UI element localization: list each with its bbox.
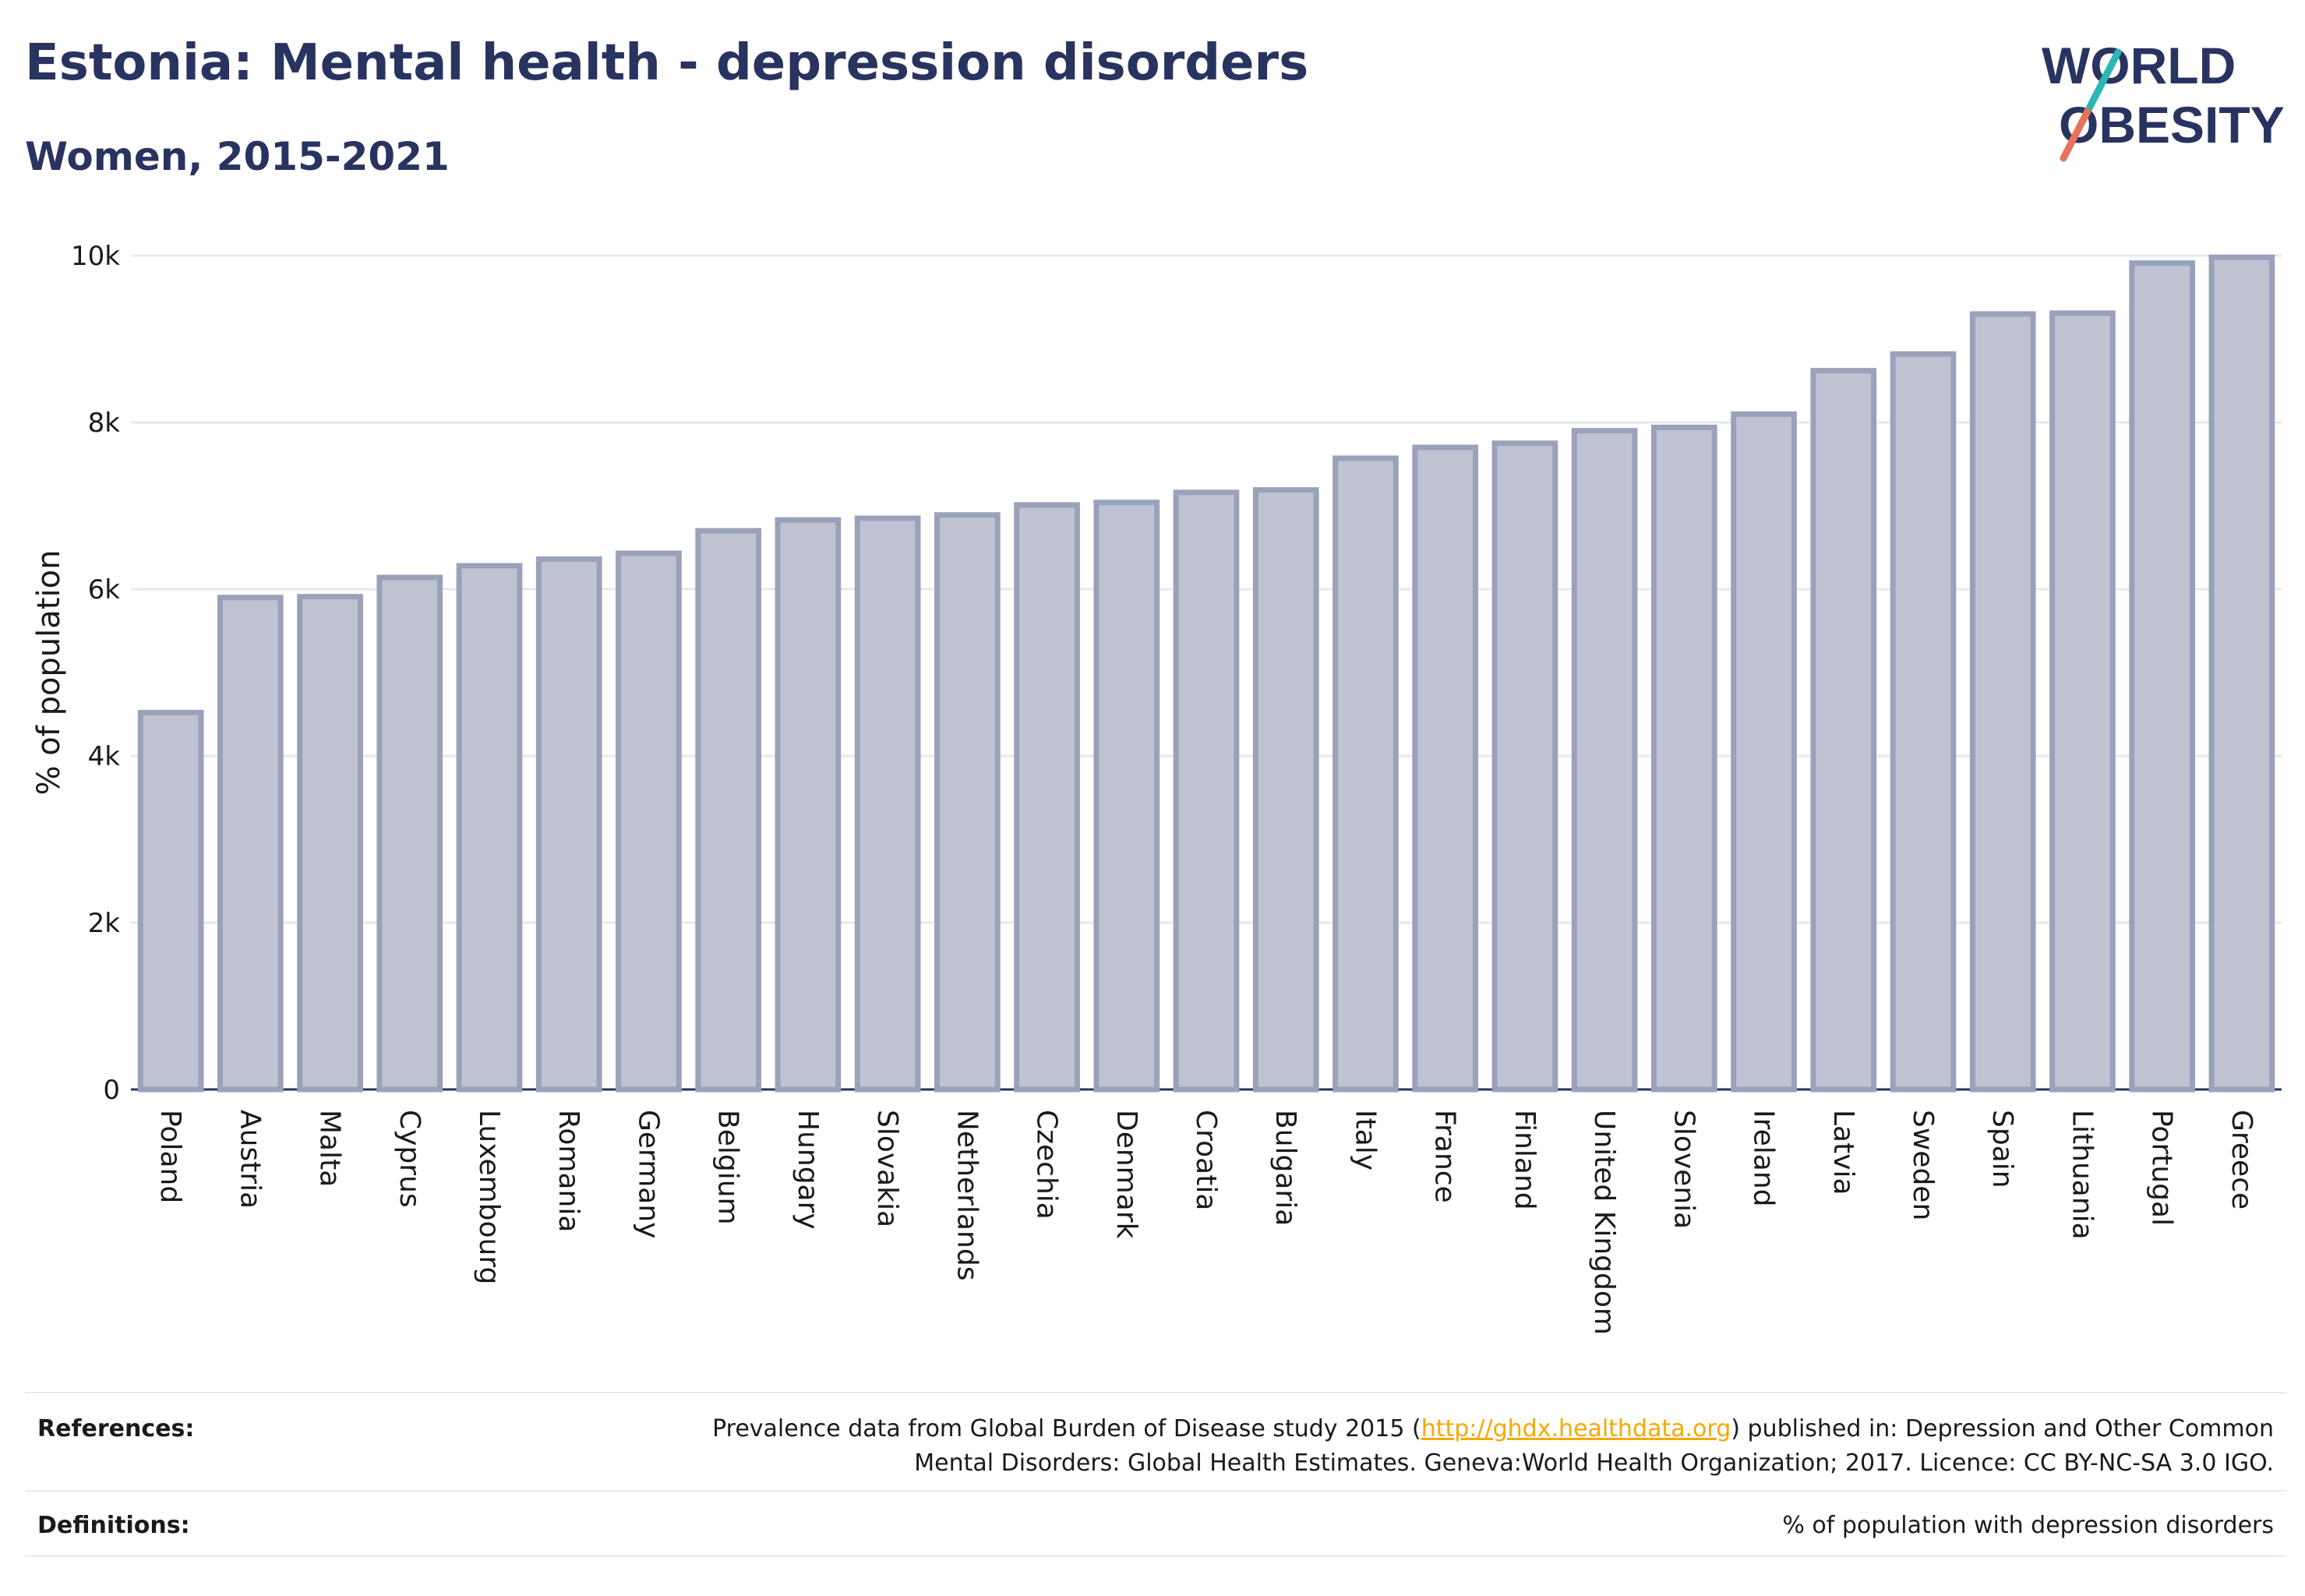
- x-tick-label: United Kingdom: [1588, 1110, 1620, 1335]
- x-tick-label: Ireland: [1748, 1110, 1780, 1207]
- x-tick-label: Denmark: [1110, 1110, 1142, 1239]
- y-tick-labels: 0 2k 4k 6k 8k 10k: [71, 241, 120, 1106]
- bar-chart: 0 2k 4k 6k 8k 10k Poland Austria Malta Cyprus Lux…: [31, 241, 2282, 1335]
- x-tick-labels: Poland Austria Malta Cyprus Luxembourg Romani…: [154, 1110, 2257, 1335]
- bar-austria[interactable]: [217, 595, 284, 1093]
- bar-denmark[interactable]: [1093, 500, 1160, 1093]
- bar-slovakia[interactable]: [854, 515, 921, 1093]
- bar-spain[interactable]: [1969, 311, 2036, 1093]
- bar-portugal[interactable]: [2129, 260, 2196, 1093]
- bar-united-kingdom[interactable]: [1571, 428, 1638, 1093]
- bar-hungary[interactable]: [775, 517, 842, 1093]
- logo-line1: WORLD: [2042, 37, 2236, 94]
- x-tick-label: Latvia: [1827, 1110, 1859, 1195]
- bar-cyprus[interactable]: [376, 574, 443, 1093]
- definitions-label: Definitions:: [37, 1512, 190, 1539]
- x-tick-label: Hungary: [792, 1110, 824, 1230]
- references-text: Prevalence data from Global Burden of Di…: [712, 1412, 2274, 1481]
- x-tick-label: Slovenia: [1668, 1110, 1700, 1229]
- bar-ireland[interactable]: [1731, 411, 1797, 1093]
- x-tick-label: Bulgaria: [1269, 1110, 1301, 1226]
- x-tick-label: Lithuania: [2066, 1110, 2098, 1240]
- logo-line2: OBESITY: [2059, 96, 2283, 154]
- bar-lithuania[interactable]: [2049, 310, 2116, 1093]
- x-tick-label: France: [1429, 1110, 1461, 1203]
- bar-bulgaria[interactable]: [1252, 487, 1319, 1093]
- chart-title: Estonia: Mental health - depression diso…: [25, 34, 1309, 92]
- x-tick-label: Slovakia: [871, 1110, 903, 1227]
- y-tick-label: 4k: [88, 741, 121, 772]
- x-tick-label: Netherlands: [951, 1110, 983, 1280]
- footer-divider-middle: [25, 1490, 2286, 1492]
- footer-divider-bottom: [25, 1555, 2286, 1557]
- definitions-text: % of population with depression disorder…: [1782, 1512, 2274, 1539]
- footer-divider-top: [25, 1392, 2286, 1393]
- x-tick-label: Spain: [1986, 1110, 2018, 1188]
- bar-romania[interactable]: [535, 556, 602, 1093]
- x-tick-label: Italy: [1349, 1110, 1381, 1171]
- bar-netherlands[interactable]: [934, 512, 1001, 1093]
- y-tick-label: 6k: [88, 574, 121, 606]
- bar-france[interactable]: [1412, 444, 1479, 1093]
- world-obesity-logo: WORLD OBESITY: [2042, 37, 2283, 162]
- x-tick-label: Czechia: [1031, 1110, 1063, 1220]
- references-pre: Prevalence data from Global Burden of Di…: [712, 1415, 1421, 1442]
- y-tick-label: 0: [103, 1075, 120, 1106]
- x-tick-label: Malta: [314, 1110, 346, 1187]
- x-tick-label: Greece: [2226, 1110, 2257, 1209]
- references-line2: Mental Disorders: Global Health Estimate…: [914, 1449, 2274, 1477]
- x-tick-label: Finland: [1509, 1110, 1541, 1210]
- x-tick-label: Sweden: [1907, 1110, 1939, 1220]
- bar-belgium[interactable]: [695, 528, 762, 1093]
- x-tick-label: Portugal: [2146, 1110, 2178, 1226]
- y-tick-label: 8k: [88, 408, 121, 439]
- x-tick-label: Cyprus: [394, 1110, 425, 1208]
- bar-germany[interactable]: [616, 550, 682, 1093]
- bar-latvia[interactable]: [1810, 368, 1877, 1093]
- bar-greece[interactable]: [2208, 254, 2275, 1093]
- references-label: References:: [37, 1415, 195, 1442]
- x-tick-label: Romania: [552, 1110, 584, 1232]
- x-tick-label: Croatia: [1190, 1110, 1222, 1210]
- bar-italy[interactable]: [1333, 455, 1399, 1093]
- logo-slash-upper: [2086, 48, 2122, 111]
- bar-poland[interactable]: [137, 709, 204, 1093]
- bar-finland[interactable]: [1491, 440, 1558, 1093]
- x-tick-label: Luxembourg: [473, 1110, 505, 1284]
- x-tick-label: Germany: [632, 1110, 664, 1238]
- bar-slovenia[interactable]: [1650, 424, 1717, 1093]
- references-post: ) published in: Depression and Other Com…: [1731, 1415, 2274, 1442]
- x-tick-label: Belgium: [712, 1110, 744, 1225]
- x-tick-label: Poland: [154, 1110, 186, 1203]
- y-tick-label: 2k: [88, 908, 121, 939]
- references-line1: Prevalence data from Global Burden of Di…: [712, 1412, 2274, 1446]
- bar-malta[interactable]: [297, 594, 363, 1093]
- references-link[interactable]: http://ghdx.healthdata.org: [1421, 1415, 1731, 1442]
- chart-subtitle: Women, 2015-2021: [25, 134, 450, 179]
- logo-slash-lower: [2060, 103, 2094, 162]
- bar-sweden[interactable]: [1890, 351, 1957, 1093]
- bar-luxembourg[interactable]: [456, 563, 523, 1093]
- x-tick-label: Austria: [234, 1110, 266, 1209]
- y-tick-label: 10k: [71, 241, 120, 272]
- bar-croatia[interactable]: [1173, 489, 1240, 1093]
- bar-czechia[interactable]: [1014, 502, 1080, 1093]
- bars: [137, 254, 2275, 1093]
- y-axis-label: % of population: [31, 550, 67, 796]
